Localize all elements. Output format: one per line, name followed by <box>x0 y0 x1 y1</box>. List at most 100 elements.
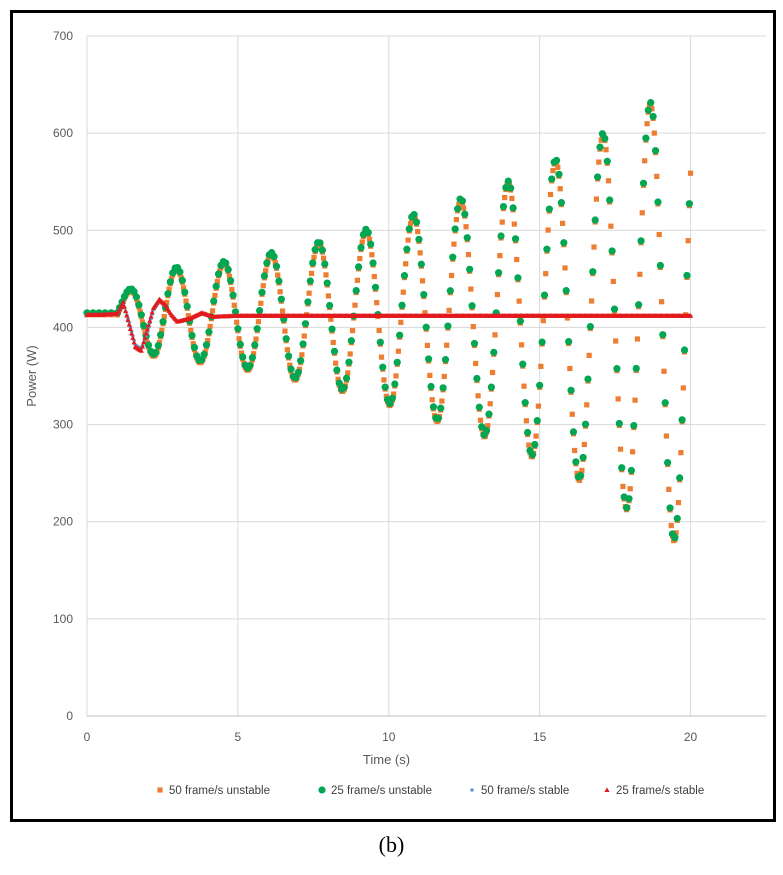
chart-border <box>10 10 776 822</box>
data-point <box>422 310 428 316</box>
data-point <box>126 321 132 327</box>
data-point <box>630 421 638 430</box>
data-point <box>477 417 484 423</box>
data-point <box>540 318 546 324</box>
data-point <box>586 322 594 331</box>
data-point <box>143 331 149 336</box>
data-point <box>403 261 409 267</box>
data-point <box>468 302 476 310</box>
data-point <box>441 373 447 380</box>
data-point <box>547 191 554 198</box>
data-point <box>584 375 592 383</box>
data-point <box>615 396 621 402</box>
data-point <box>210 297 218 305</box>
data-point <box>610 278 616 285</box>
data-point <box>627 466 636 475</box>
data-point <box>234 319 240 325</box>
data-point <box>129 330 135 336</box>
data-point <box>627 486 633 492</box>
data-point <box>130 288 138 296</box>
data-point <box>605 178 612 184</box>
data-point <box>523 418 529 424</box>
data-point <box>181 288 189 296</box>
data-point <box>658 299 665 305</box>
data-point <box>550 168 556 174</box>
data-point <box>183 298 189 304</box>
data-point <box>180 285 187 291</box>
data-point <box>521 383 527 389</box>
chart-frame: 0 100 200 300 400 500 600 700 0 5 10 15 20 Time (s)… <box>10 10 776 822</box>
data-point <box>608 247 616 255</box>
data-point <box>608 223 614 229</box>
data-point <box>603 147 609 153</box>
data-point <box>125 317 131 323</box>
data-point <box>647 99 655 107</box>
data-point <box>260 283 266 289</box>
data-point <box>277 289 283 295</box>
data-point <box>509 204 517 212</box>
data-point <box>427 382 435 391</box>
data-point <box>349 328 356 334</box>
data-point <box>355 263 363 271</box>
series-3 <box>84 296 694 353</box>
data-point <box>207 323 213 330</box>
data-point <box>123 308 129 314</box>
data-point <box>359 239 365 245</box>
data-point <box>299 352 305 358</box>
data-point <box>369 252 375 258</box>
data-point <box>376 327 382 334</box>
data-point <box>644 121 650 127</box>
data-point <box>492 332 498 338</box>
data-point <box>164 299 170 306</box>
data-point <box>642 158 648 164</box>
data-point <box>176 268 184 276</box>
data-point <box>270 252 278 261</box>
y-tick-label: 200 <box>53 515 73 529</box>
data-point <box>205 338 211 344</box>
data-point <box>405 225 413 233</box>
data-point <box>444 322 452 330</box>
data-point <box>142 335 148 340</box>
data-point <box>596 143 604 151</box>
data-point <box>511 221 517 227</box>
data-point <box>328 316 334 322</box>
data-point <box>666 486 672 492</box>
data-point <box>569 428 578 436</box>
data-point <box>642 134 650 142</box>
data-point <box>347 351 353 357</box>
data-point <box>562 287 570 295</box>
data-point <box>284 352 293 360</box>
data-point <box>188 331 196 340</box>
data-point <box>236 340 244 348</box>
data-point <box>272 262 281 270</box>
data-point <box>569 411 575 417</box>
y-tick-label: 100 <box>53 612 73 626</box>
data-point <box>495 269 503 277</box>
data-point <box>354 277 360 283</box>
data-point <box>635 301 643 309</box>
data-point <box>470 339 479 348</box>
data-point <box>504 177 512 185</box>
data-point <box>579 467 585 474</box>
data-point <box>654 198 662 206</box>
data-point <box>499 219 505 225</box>
data-point <box>422 323 430 331</box>
y-tick-label: 400 <box>53 320 73 334</box>
data-point <box>299 340 307 348</box>
data-point <box>581 441 587 448</box>
data-point <box>567 386 575 394</box>
data-point <box>214 279 220 285</box>
data-point <box>251 341 259 349</box>
data-point <box>661 399 669 407</box>
data-point <box>649 106 655 112</box>
data-point <box>236 336 242 342</box>
data-point <box>683 271 691 280</box>
data-point <box>441 355 450 364</box>
data-point <box>507 184 515 192</box>
data-point <box>311 246 319 254</box>
data-point <box>178 276 186 284</box>
data-point <box>463 234 471 242</box>
data-point <box>668 522 674 529</box>
data-point <box>456 201 462 208</box>
data-point <box>565 337 573 346</box>
